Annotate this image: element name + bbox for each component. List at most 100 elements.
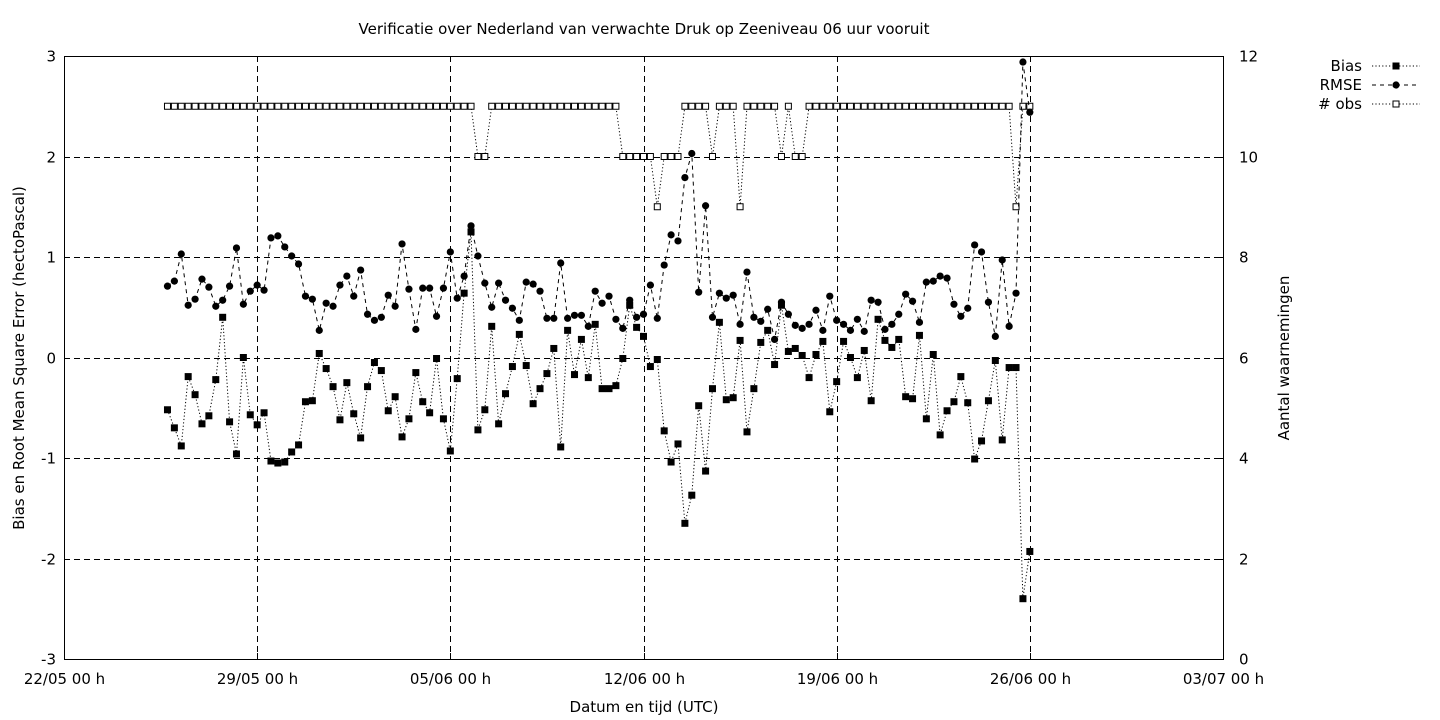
bias-point <box>550 344 558 352</box>
obs-point <box>177 102 185 110</box>
obs-point <box>984 102 992 110</box>
rmse-point <box>839 320 848 328</box>
bias-point <box>991 357 999 365</box>
bias-point <box>350 410 358 418</box>
rmse-point <box>239 300 247 308</box>
rmse-point <box>633 313 641 321</box>
bias-point <box>874 315 882 323</box>
rmse-point <box>336 281 344 289</box>
bias-point <box>646 363 654 371</box>
obs-point <box>750 102 758 110</box>
bias-point <box>571 371 579 379</box>
obs-point <box>571 102 579 110</box>
rmse-point <box>653 314 661 322</box>
y2-tick-label: 6 <box>1239 350 1249 368</box>
obs-point <box>771 102 779 110</box>
rmse-point <box>715 289 723 297</box>
obs-point <box>502 102 510 110</box>
rmse-point <box>598 299 606 307</box>
obs-point <box>833 102 841 110</box>
rmse-point <box>529 280 537 288</box>
obs-point <box>612 102 620 110</box>
bias-point <box>426 409 434 417</box>
obs-point <box>667 153 675 160</box>
x-tick-label: 05/06 00 h <box>410 670 491 688</box>
bias-point <box>777 301 785 309</box>
rmse-point <box>591 287 599 295</box>
rmse-point <box>370 316 379 324</box>
obs-point <box>529 102 537 110</box>
rmse-point <box>177 250 185 258</box>
bias-point <box>1012 364 1020 372</box>
series-obs <box>163 102 1034 211</box>
y2-tick-label: 12 <box>1239 48 1258 66</box>
rmse-point <box>550 314 558 322</box>
obs-point <box>295 102 303 110</box>
obs-point <box>391 102 399 110</box>
obs-point <box>846 102 854 110</box>
obs-point <box>170 102 178 110</box>
legend-marker <box>1392 62 1400 70</box>
rmse-point <box>943 274 951 282</box>
obs-point <box>826 102 834 110</box>
rmse-point <box>915 318 924 326</box>
rmse-point <box>363 310 372 318</box>
rmse-point <box>874 298 882 306</box>
obs-point <box>991 102 999 110</box>
rmse-point <box>1012 289 1020 297</box>
rmse-point <box>467 222 475 230</box>
bias-point <box>522 362 530 370</box>
rmse-point <box>701 202 710 210</box>
obs-point <box>226 102 234 110</box>
bias-point <box>253 421 261 429</box>
bias-point <box>750 385 758 393</box>
rmse-point <box>391 302 399 310</box>
bias-point <box>495 420 503 428</box>
rmse-point <box>232 244 241 252</box>
rmse-point <box>315 326 323 334</box>
rmse-point <box>439 284 448 292</box>
y-tick-label: 3 <box>46 48 56 66</box>
obs-point <box>322 102 330 110</box>
obs-point <box>281 102 289 110</box>
bias-point <box>198 420 206 428</box>
bias-point <box>1026 547 1034 555</box>
obs-point <box>674 153 682 160</box>
rmse-point <box>826 292 834 300</box>
bias-point <box>301 398 309 406</box>
rmse-point <box>488 303 496 311</box>
series-line <box>167 61 1031 340</box>
bias-point <box>771 361 779 369</box>
rmse-point <box>170 277 178 285</box>
rmse-point <box>460 272 468 280</box>
bias-point <box>971 455 979 463</box>
obs-point <box>433 102 441 110</box>
rmse-point <box>308 295 316 303</box>
bias-point <box>481 406 489 414</box>
rmse-point <box>260 286 268 294</box>
rmse-point <box>557 259 565 267</box>
rmse-point <box>446 248 454 256</box>
rmse-point <box>936 272 944 280</box>
rmse-point <box>764 305 772 313</box>
obs-point <box>840 102 848 110</box>
bias-point <box>412 369 420 377</box>
bias-point <box>936 431 944 439</box>
obs-point <box>791 153 799 160</box>
bias-point <box>833 378 841 386</box>
rmse-point <box>212 302 220 310</box>
bias-point <box>591 320 599 328</box>
bias-point <box>653 356 661 364</box>
rmse-point <box>667 231 675 239</box>
obs-point <box>488 102 496 110</box>
bias-point <box>170 424 178 432</box>
obs-point <box>219 102 227 110</box>
rmse-point <box>619 324 627 332</box>
bias-point <box>674 440 682 448</box>
rmse-point <box>522 278 530 286</box>
rmse-point <box>798 324 806 332</box>
rmse-point <box>343 272 351 280</box>
rmse-point <box>860 327 868 335</box>
obs-point <box>253 102 261 110</box>
